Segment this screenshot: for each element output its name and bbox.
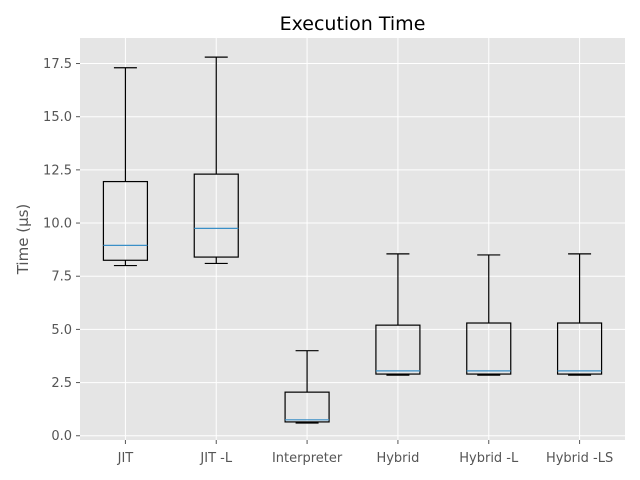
- iqr-box: [556, 322, 603, 375]
- iqr-box: [102, 180, 149, 261]
- iqr-box: [193, 173, 239, 258]
- x-axis-ticks: JIT JIT -L Interpreter Hybrid Hybrid -L Hybri…: [117, 440, 613, 466]
- y-tick-label: 10.0: [43, 217, 72, 232]
- x-tick-label: JIT: [117, 451, 134, 466]
- y-tick-label: 12.5: [43, 163, 72, 178]
- y-tick-label: 7.5: [51, 270, 72, 285]
- x-tick-label: Hybrid -LS: [546, 451, 613, 466]
- box-group: [193, 56, 239, 265]
- box-series: [102, 56, 603, 424]
- y-tick-label: 5.0: [51, 323, 72, 338]
- x-tick-label: JIT -L: [199, 451, 232, 466]
- plot-area: [80, 38, 625, 440]
- y-tick-label: 15.0: [43, 110, 72, 125]
- box-group: [284, 350, 330, 424]
- box-group: [102, 67, 149, 267]
- iqr-box: [466, 322, 512, 375]
- y-tick-label: 2.5: [51, 376, 72, 391]
- box-group: [556, 253, 603, 376]
- y-tick-label: 17.5: [43, 57, 72, 72]
- y-axis-ticks: 0.0 2.5 5.0 7.5 10.0 12.5 15.0 17.5: [43, 57, 80, 444]
- x-tick-label: Interpreter: [272, 451, 343, 466]
- x-tick-label: Hybrid -L: [459, 451, 519, 466]
- iqr-box: [375, 324, 421, 375]
- chart-title: Execution Time: [280, 13, 426, 35]
- y-tick-label: 0.0: [51, 429, 72, 444]
- y-axis-label: Time (µs): [14, 204, 32, 276]
- box-group: [466, 254, 512, 376]
- grid-lines: [80, 38, 625, 440]
- iqr-box: [284, 391, 330, 423]
- box-group: [375, 253, 421, 376]
- x-tick-label: Hybrid: [376, 451, 419, 466]
